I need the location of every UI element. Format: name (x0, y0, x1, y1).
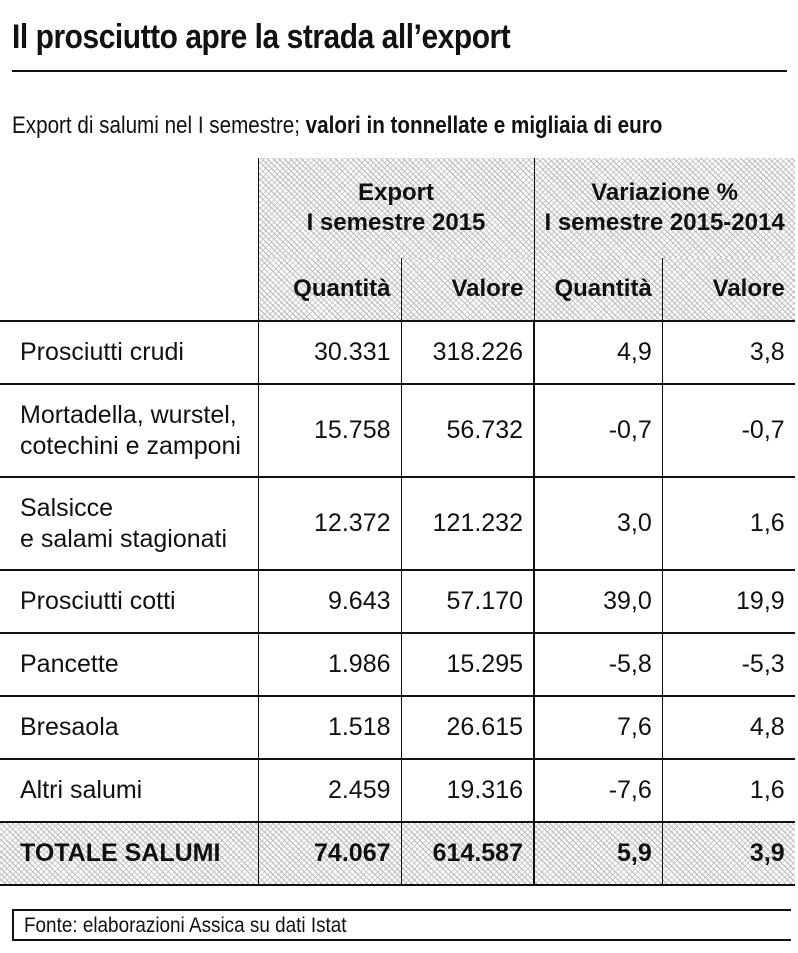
table-row: Mortadella, wurstel, cotechini e zamponi 1… (0, 384, 795, 478)
data-cell: 1,6 (661, 759, 795, 823)
row-label-line: Altri salumi (20, 776, 143, 804)
data-cell: -0,7 (661, 384, 795, 478)
source-box: Fonte: elaborazioni Assica su dati Istat (12, 909, 791, 941)
subtitle-bold: valori in tonnellate e migliaia di euro (305, 112, 663, 139)
data-cell: 39,0 (532, 570, 663, 634)
data-cell: 12.372 (257, 477, 401, 571)
row-label-line: e salami stagionati (20, 524, 228, 553)
group-header-variazione: Variazione % I semestre 2015-2014 (533, 158, 795, 258)
row-label: Prosciutti cotti (0, 570, 258, 634)
total-row: TOTALE SALUMI 74.067 614.587 5,9 3,9 (0, 822, 795, 886)
data-cell: 26.615 (400, 696, 534, 760)
data-cell: 9.643 (257, 570, 401, 634)
row-label-line: Salsicce (20, 493, 114, 522)
row-label-line: Mortadella, wurstel, (20, 400, 237, 429)
subheader-blank-cell (0, 258, 258, 322)
data-cell: 318.226 (400, 321, 534, 385)
data-cell: 4,8 (661, 696, 795, 760)
data-cell: 15.295 (400, 633, 534, 697)
data-cell: 56.732 (400, 384, 534, 478)
total-cell: 5,9 (532, 822, 663, 886)
row-label-line: Prosciutti cotti (20, 587, 176, 615)
data-cell: 19.316 (400, 759, 534, 823)
data-cell: 7,6 (532, 696, 663, 760)
row-label: Mortadella, wurstel, cotechini e zamponi (0, 384, 258, 478)
data-cell: 3,8 (661, 321, 795, 385)
data-cell: 1.518 (257, 696, 401, 760)
data-cell: 1.986 (257, 633, 401, 697)
chart-subtitle: Export di salumi nel I semestre; valori … (12, 112, 662, 140)
column-header-export-quantita: Quantità (257, 258, 401, 322)
source-note: Fonte: elaborazioni Assica su dati Istat (24, 914, 347, 937)
row-label-line: Prosciutti crudi (20, 338, 184, 366)
data-cell: -7,6 (532, 759, 663, 823)
group-header-export: Export I semestre 2015 (257, 158, 534, 258)
data-cell: 4,9 (532, 321, 663, 385)
chart-title: Il prosciutto apre la strada all’export (12, 18, 511, 56)
group-header-export-line2: I semestre 2015 (306, 209, 486, 236)
data-cell: 121.232 (400, 477, 534, 571)
data-cell: 57.170 (400, 570, 534, 634)
row-label: Salsicce e salami stagionati (0, 477, 258, 571)
table-row: Prosciutti cotti 9.643 57.170 39,0 19,9 (0, 570, 795, 634)
subtitle-regular: Export di salumi nel I semestre; (12, 112, 300, 139)
row-label-line: Pancette (20, 650, 119, 678)
data-cell: 3,0 (532, 477, 663, 571)
table-row: Prosciutti crudi 30.331 318.226 4,9 3,8 (0, 321, 795, 385)
row-label: Prosciutti crudi (0, 321, 258, 385)
data-cell: 19,9 (661, 570, 795, 634)
column-header-variazione-valore: Valore (661, 258, 795, 322)
data-cell: -5,3 (661, 633, 795, 697)
group-header-variazione-line1: Variazione % (591, 179, 738, 206)
row-label: Pancette (0, 633, 258, 697)
data-cell: 2.459 (257, 759, 401, 823)
row-label-line: cotechini e zamponi (20, 431, 241, 460)
data-cell: 15.758 (257, 384, 401, 478)
export-table: Export I semestre 2015 Variazione % I se… (0, 158, 795, 886)
row-label: Altri salumi (0, 759, 258, 823)
table-row: Altri salumi 2.459 19.316 -7,6 1,6 (0, 759, 795, 823)
group-header-export-line1: Export (357, 179, 434, 206)
column-header-export-valore: Valore (400, 258, 534, 322)
data-cell: 1,6 (661, 477, 795, 571)
row-label-line: Bresaola (20, 713, 119, 741)
data-cell: -0,7 (532, 384, 663, 478)
row-label: Bresaola (0, 696, 258, 760)
data-cell: 30.331 (257, 321, 401, 385)
total-cell: 3,9 (661, 822, 795, 886)
total-cell: 74.067 (257, 822, 401, 886)
total-label: TOTALE SALUMI (0, 822, 258, 886)
group-header-variazione-line2: I semestre 2015-2014 (544, 209, 785, 236)
table-row: Bresaola 1.518 26.615 7,6 4,8 (0, 696, 795, 760)
title-divider (12, 70, 787, 72)
header-blank-cell (0, 158, 258, 258)
data-cell: -5,8 (532, 633, 663, 697)
table-row: Pancette 1.986 15.295 -5,8 -5,3 (0, 633, 795, 697)
total-cell: 614.587 (400, 822, 534, 886)
table-row: Salsicce e salami stagionati 12.372 121.232… (0, 477, 795, 571)
column-header-variazione-quantita: Quantità (533, 258, 663, 322)
